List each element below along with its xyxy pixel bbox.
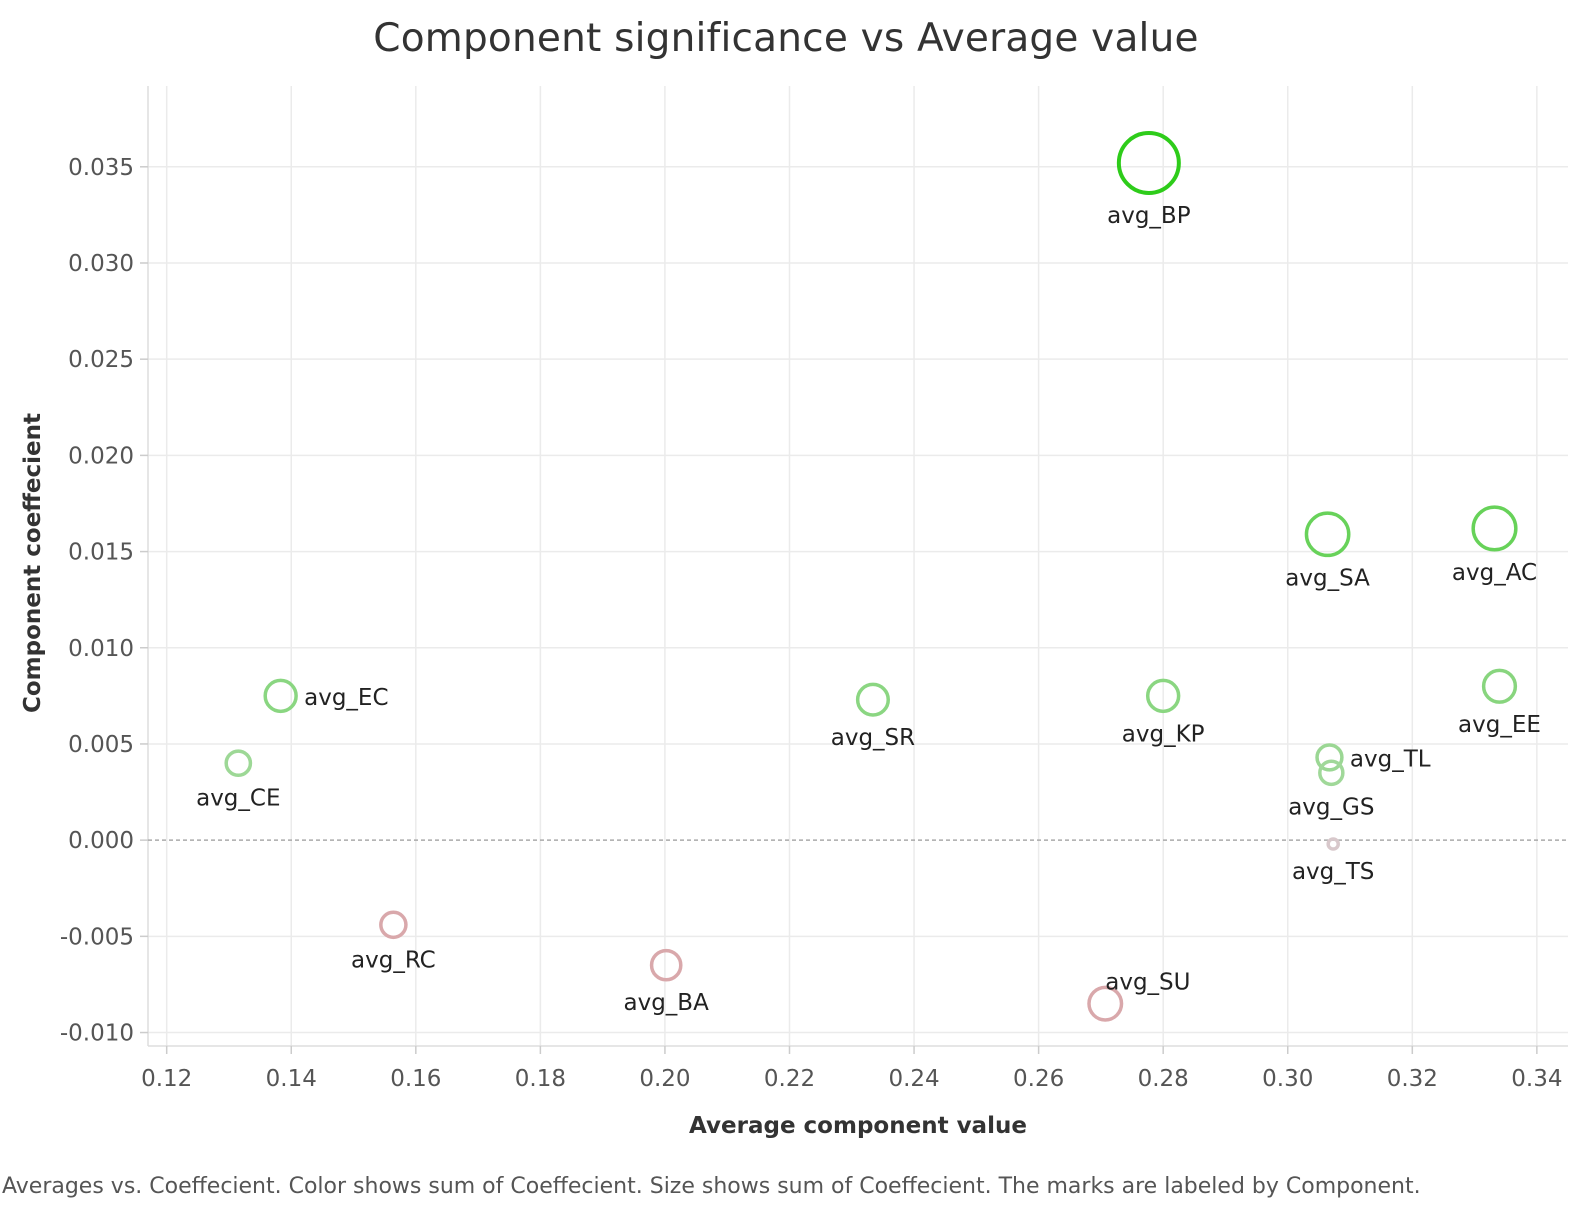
data-point-avg-sa — [1304, 511, 1351, 558]
x-tick-label: 0.22 — [764, 1066, 815, 1092]
y-tick-label: 0.000 — [68, 828, 134, 854]
x-tick-label: 0.26 — [1013, 1066, 1064, 1092]
y-axis-label: Component coeffecient — [20, 413, 46, 713]
x-tick-label: 0.18 — [515, 1066, 566, 1092]
data-point-avg-ce — [224, 749, 253, 778]
data-point-avg-ac — [1471, 505, 1518, 552]
y-tick-label: 0.010 — [68, 636, 134, 662]
axis-ticks: 0.12 0.14 0.16 0.18 0.20 0.22 0.24 0.26 0.28 0.30… — [60, 155, 1563, 1092]
data-point-avg-sr — [855, 682, 890, 717]
data-label: avg_BA — [624, 990, 710, 1016]
data-label: avg_GS — [1288, 794, 1374, 820]
data-label: avg_EC — [304, 685, 388, 711]
chart-title: Component significance vs Average value — [373, 16, 1199, 61]
data-point-avg-rc — [379, 910, 408, 940]
data-point-avg-ts — [1326, 837, 1340, 851]
data-label: avg_BP — [1107, 203, 1191, 229]
x-tick-label: 0.30 — [1262, 1066, 1313, 1092]
data-point-avg-gs — [1318, 759, 1345, 787]
y-tick-label: -0.005 — [60, 924, 134, 950]
grid-lines — [147, 86, 1568, 1047]
y-tick-label: 0.005 — [68, 732, 134, 758]
data-label: avg_SU — [1105, 970, 1190, 996]
data-label: avg_SR — [831, 725, 915, 751]
x-axis-label: Average component value — [689, 1113, 1027, 1139]
data-point-avg-kp — [1145, 678, 1181, 714]
x-tick-label: 0.14 — [266, 1066, 317, 1092]
data-labels: avg_BP avg_SA avg_AC avg_EE avg_EC avg_SR avg_… — [196, 203, 1541, 1016]
x-tick-label: 0.28 — [1138, 1066, 1189, 1092]
x-tick-label: 0.12 — [141, 1066, 192, 1092]
y-tick-label: 0.020 — [68, 443, 134, 469]
x-tick-label: 0.32 — [1387, 1066, 1438, 1092]
x-tick-label: 0.16 — [390, 1066, 441, 1092]
data-point-avg-ba — [649, 948, 683, 982]
y-tick-label: 0.030 — [68, 251, 134, 277]
data-point-avg-bp — [1116, 130, 1181, 195]
data-point-avg-ec — [263, 678, 298, 714]
data-label: avg_TL — [1350, 746, 1431, 772]
data-label: avg_TS — [1292, 859, 1374, 885]
y-tick-label: 0.025 — [68, 347, 134, 373]
x-tick-label: 0.20 — [639, 1066, 690, 1092]
x-tick-label: 0.24 — [888, 1066, 939, 1092]
y-tick-label: -0.010 — [60, 1021, 134, 1047]
chart-caption: Averages vs. Coeffecient. Color shows su… — [2, 1174, 1421, 1199]
data-point-avg-tl — [1315, 743, 1344, 772]
y-tick-label: 0.015 — [68, 540, 134, 566]
data-label: avg_RC — [351, 947, 436, 973]
data-point-avg-su — [1087, 985, 1124, 1022]
data-label: avg_KP — [1122, 721, 1205, 747]
x-tick-label: 0.34 — [1511, 1066, 1562, 1092]
data-point-avg-ee — [1481, 668, 1518, 704]
data-label: avg_SA — [1285, 565, 1370, 591]
data-label: avg_EE — [1458, 712, 1541, 738]
y-tick-label: 0.035 — [68, 155, 134, 181]
data-points — [224, 130, 1518, 1022]
data-label: avg_AC — [1452, 560, 1537, 586]
data-label: avg_CE — [196, 785, 280, 811]
